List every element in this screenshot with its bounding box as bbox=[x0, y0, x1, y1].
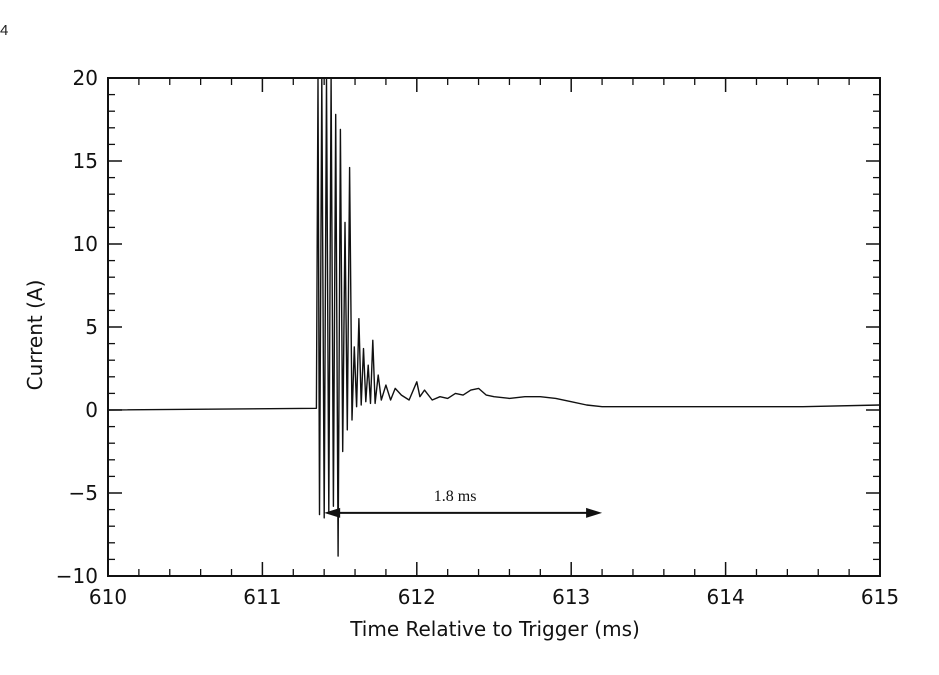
y-axis-title: Current (A) bbox=[23, 280, 47, 391]
x-tick-label: 610 bbox=[89, 585, 127, 609]
page-corner-text: 4 bbox=[0, 22, 9, 39]
y-tick-label: 10 bbox=[73, 232, 98, 256]
minor-tick-marks bbox=[108, 78, 880, 576]
y-tick-label: −5 bbox=[69, 481, 98, 505]
y-tick-label: 15 bbox=[73, 149, 98, 173]
duration-arrowhead-right bbox=[586, 507, 603, 518]
x-tick-labels: 610 611 612 613 614 615 bbox=[89, 585, 899, 609]
plot-frame bbox=[107, 77, 881, 577]
y-tick-label: 5 bbox=[85, 315, 98, 339]
duration-annotation: 1.8 ms bbox=[324, 488, 603, 518]
y-tick-label: 0 bbox=[85, 398, 98, 422]
x-tick-label: 612 bbox=[398, 585, 436, 609]
y-tick-label: 20 bbox=[73, 66, 98, 90]
current-trace-line bbox=[107, 77, 881, 557]
y-tick-labels: −10 −5 0 5 10 15 20 bbox=[56, 66, 98, 588]
duration-arrowhead-left bbox=[324, 507, 341, 518]
duration-label: 1.8 ms bbox=[434, 488, 477, 505]
x-tick-label: 613 bbox=[552, 585, 590, 609]
x-axis-title: Time Relative to Trigger (ms) bbox=[349, 617, 640, 641]
x-tick-label: 615 bbox=[861, 585, 899, 609]
y-tick-label: −10 bbox=[56, 564, 98, 588]
x-tick-label: 614 bbox=[707, 585, 745, 609]
x-tick-label: 611 bbox=[243, 585, 281, 609]
major-tick-marks bbox=[107, 77, 881, 577]
